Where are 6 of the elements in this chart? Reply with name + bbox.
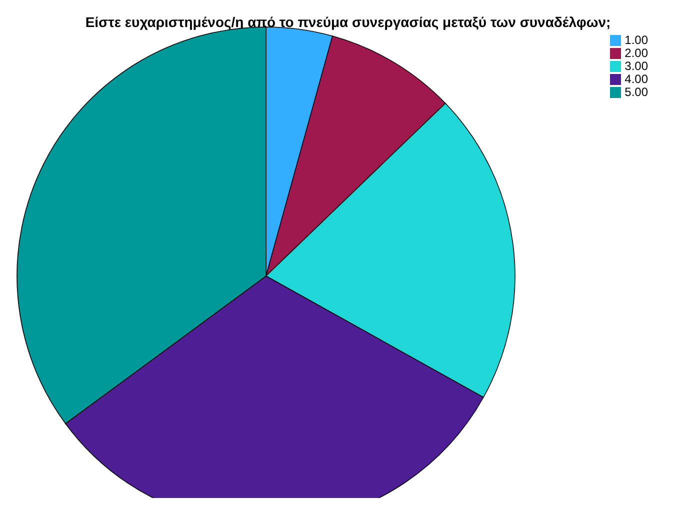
- legend-label: 4.00: [624, 72, 648, 86]
- legend-label: 5.00: [624, 85, 648, 99]
- legend-label: 3.00: [624, 59, 648, 73]
- legend-label: 1.00: [624, 33, 648, 47]
- legend-label: 2.00: [624, 46, 648, 60]
- chart-title: Είστε ευχαριστημένος/η από το πνεύμα συνεργασίας μεταξύ των συναδέλφων;: [84, 14, 612, 30]
